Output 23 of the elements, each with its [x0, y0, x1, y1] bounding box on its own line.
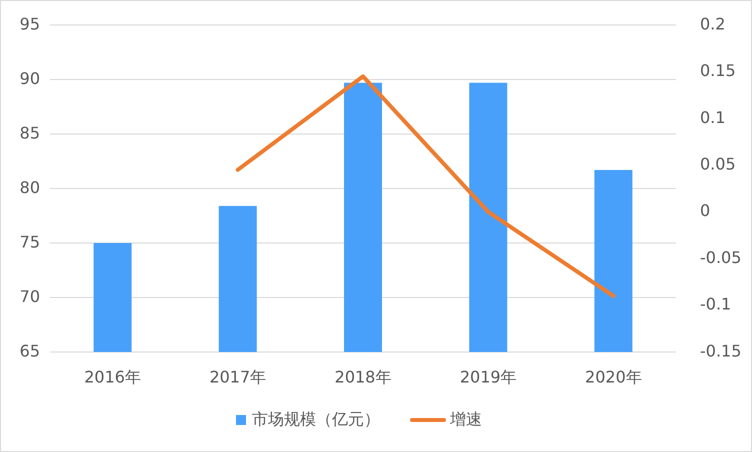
x-tick-label: 2020年 [585, 367, 642, 386]
y-tick-label: 90 [20, 68, 40, 88]
y2-tick-label: 0.2 [700, 14, 726, 34]
y2-tick-label: 0.15 [700, 61, 736, 80]
y2-tick-label: -0.15 [700, 341, 742, 360]
y2-tick-label: -0.1 [700, 294, 732, 314]
y2-tick-label: -0.05 [700, 248, 742, 267]
x-tick-label: 2018年 [334, 367, 392, 386]
legend-label: 增速 [449, 409, 482, 428]
y2-tick-label: 0.1 [700, 108, 726, 127]
y-tick-label: 85 [20, 123, 40, 142]
x-tick-label: 2019年 [460, 367, 517, 386]
y-tick-label: 95 [20, 14, 40, 34]
y-tick-label: 65 [20, 341, 40, 360]
y-tick-label: 70 [20, 286, 40, 306]
line-series [236, 74, 616, 298]
y2-tick-label: 0.05 [700, 154, 736, 174]
legend-label: 市场规模（亿元） [252, 409, 380, 428]
y2-tick-label: 0 [700, 201, 710, 220]
x-tick-label: 2016年 [84, 367, 141, 386]
x-tick-label: 2017年 [209, 367, 266, 386]
y-tick-label: 80 [20, 178, 40, 197]
y-tick-label: 75 [20, 232, 40, 252]
